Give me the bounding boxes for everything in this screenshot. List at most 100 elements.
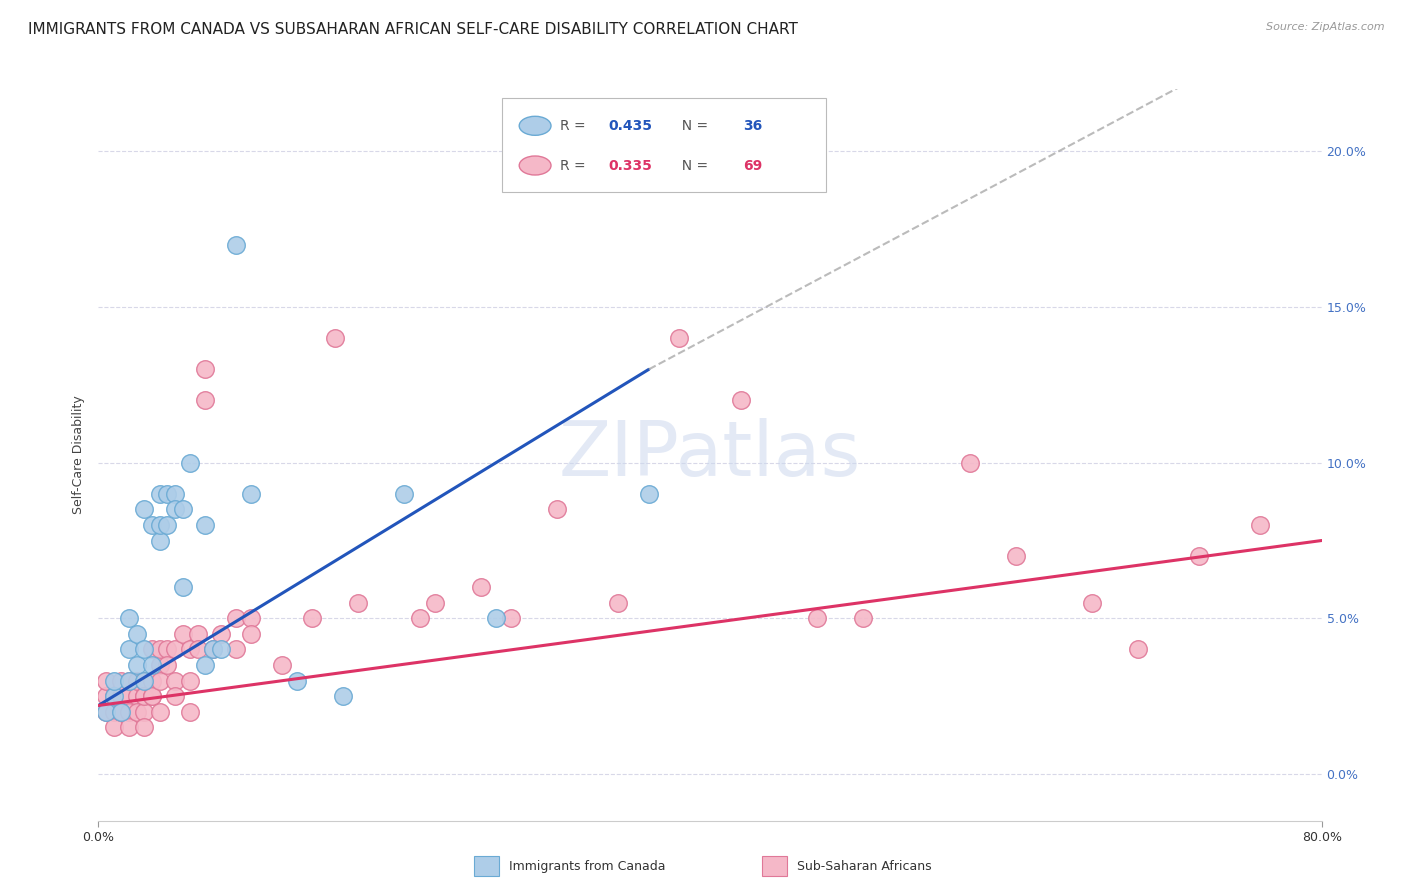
Point	[392, 487, 416, 501]
Point	[149, 673, 172, 688]
Point	[347, 596, 370, 610]
Point	[141, 658, 163, 673]
Point	[141, 689, 163, 703]
Text: 69: 69	[742, 159, 762, 172]
Circle shape	[519, 156, 551, 175]
Point	[118, 611, 141, 625]
Point	[110, 705, 132, 719]
Point	[118, 720, 141, 734]
Point	[118, 642, 141, 657]
Point	[156, 658, 179, 673]
Point	[118, 705, 141, 719]
Point	[156, 642, 179, 657]
Point	[134, 673, 156, 688]
Point	[240, 611, 263, 625]
Point	[332, 689, 354, 703]
Text: R =: R =	[560, 119, 589, 133]
Point	[118, 689, 141, 703]
Point	[103, 689, 125, 703]
Point	[730, 393, 752, 408]
Point	[668, 331, 690, 345]
Point	[209, 642, 232, 657]
Point	[209, 627, 232, 641]
Circle shape	[519, 116, 551, 136]
Point	[179, 642, 201, 657]
Point	[179, 705, 201, 719]
Point	[125, 689, 148, 703]
Point	[172, 502, 194, 516]
Point	[134, 673, 156, 688]
Point	[134, 720, 156, 734]
Point	[149, 705, 172, 719]
Point	[194, 658, 217, 673]
Point	[852, 611, 875, 625]
Point	[1249, 518, 1271, 533]
Point	[125, 673, 148, 688]
FancyBboxPatch shape	[502, 98, 827, 192]
Point	[134, 705, 156, 719]
Text: Immigrants from Canada: Immigrants from Canada	[509, 860, 665, 872]
Point	[1081, 596, 1104, 610]
Point	[225, 611, 247, 625]
Point	[110, 705, 132, 719]
Point	[141, 689, 163, 703]
Text: N =: N =	[673, 159, 713, 172]
Point	[202, 642, 225, 657]
Point	[103, 689, 125, 703]
Point	[149, 642, 172, 657]
Point	[141, 518, 163, 533]
Point	[141, 642, 163, 657]
Point	[301, 611, 323, 625]
Point	[194, 518, 217, 533]
Text: 0.335: 0.335	[609, 159, 652, 172]
Point	[270, 658, 292, 673]
Point	[225, 642, 247, 657]
Point	[501, 611, 523, 625]
Point	[607, 596, 630, 610]
Point	[546, 113, 568, 128]
Text: 36: 36	[742, 119, 762, 133]
Point	[194, 393, 217, 408]
Text: IMMIGRANTS FROM CANADA VS SUBSAHARAN AFRICAN SELF-CARE DISABILITY CORRELATION CH: IMMIGRANTS FROM CANADA VS SUBSAHARAN AFR…	[28, 22, 799, 37]
Point	[103, 673, 125, 688]
Point	[163, 487, 186, 501]
Point	[94, 689, 117, 703]
Point	[149, 487, 172, 501]
Point	[134, 642, 156, 657]
Point	[194, 362, 217, 376]
Point	[1128, 642, 1150, 657]
Point	[1188, 549, 1211, 563]
Point	[134, 502, 156, 516]
Point	[470, 580, 492, 594]
Point	[187, 627, 209, 641]
Point	[134, 689, 156, 703]
Text: Source: ZipAtlas.com: Source: ZipAtlas.com	[1267, 22, 1385, 32]
Point	[637, 487, 661, 501]
Point	[423, 596, 446, 610]
Point	[125, 705, 148, 719]
Point	[125, 658, 148, 673]
Text: 0.435: 0.435	[609, 119, 652, 133]
Point	[118, 673, 141, 688]
Point	[240, 487, 263, 501]
Point	[103, 720, 125, 734]
Point	[134, 689, 156, 703]
Point	[163, 673, 186, 688]
Point	[546, 502, 568, 516]
Point	[163, 689, 186, 703]
Text: Sub-Saharan Africans: Sub-Saharan Africans	[797, 860, 932, 872]
Point	[179, 456, 201, 470]
Point	[172, 627, 194, 641]
Point	[149, 533, 172, 548]
Point	[110, 673, 132, 688]
Point	[172, 580, 194, 594]
Point	[1004, 549, 1026, 563]
Point	[110, 705, 132, 719]
Point	[240, 627, 263, 641]
Point	[94, 673, 117, 688]
Text: ZIPatlas: ZIPatlas	[558, 418, 862, 491]
Point	[325, 331, 347, 345]
Point	[163, 502, 186, 516]
Point	[118, 673, 141, 688]
Point	[959, 456, 981, 470]
